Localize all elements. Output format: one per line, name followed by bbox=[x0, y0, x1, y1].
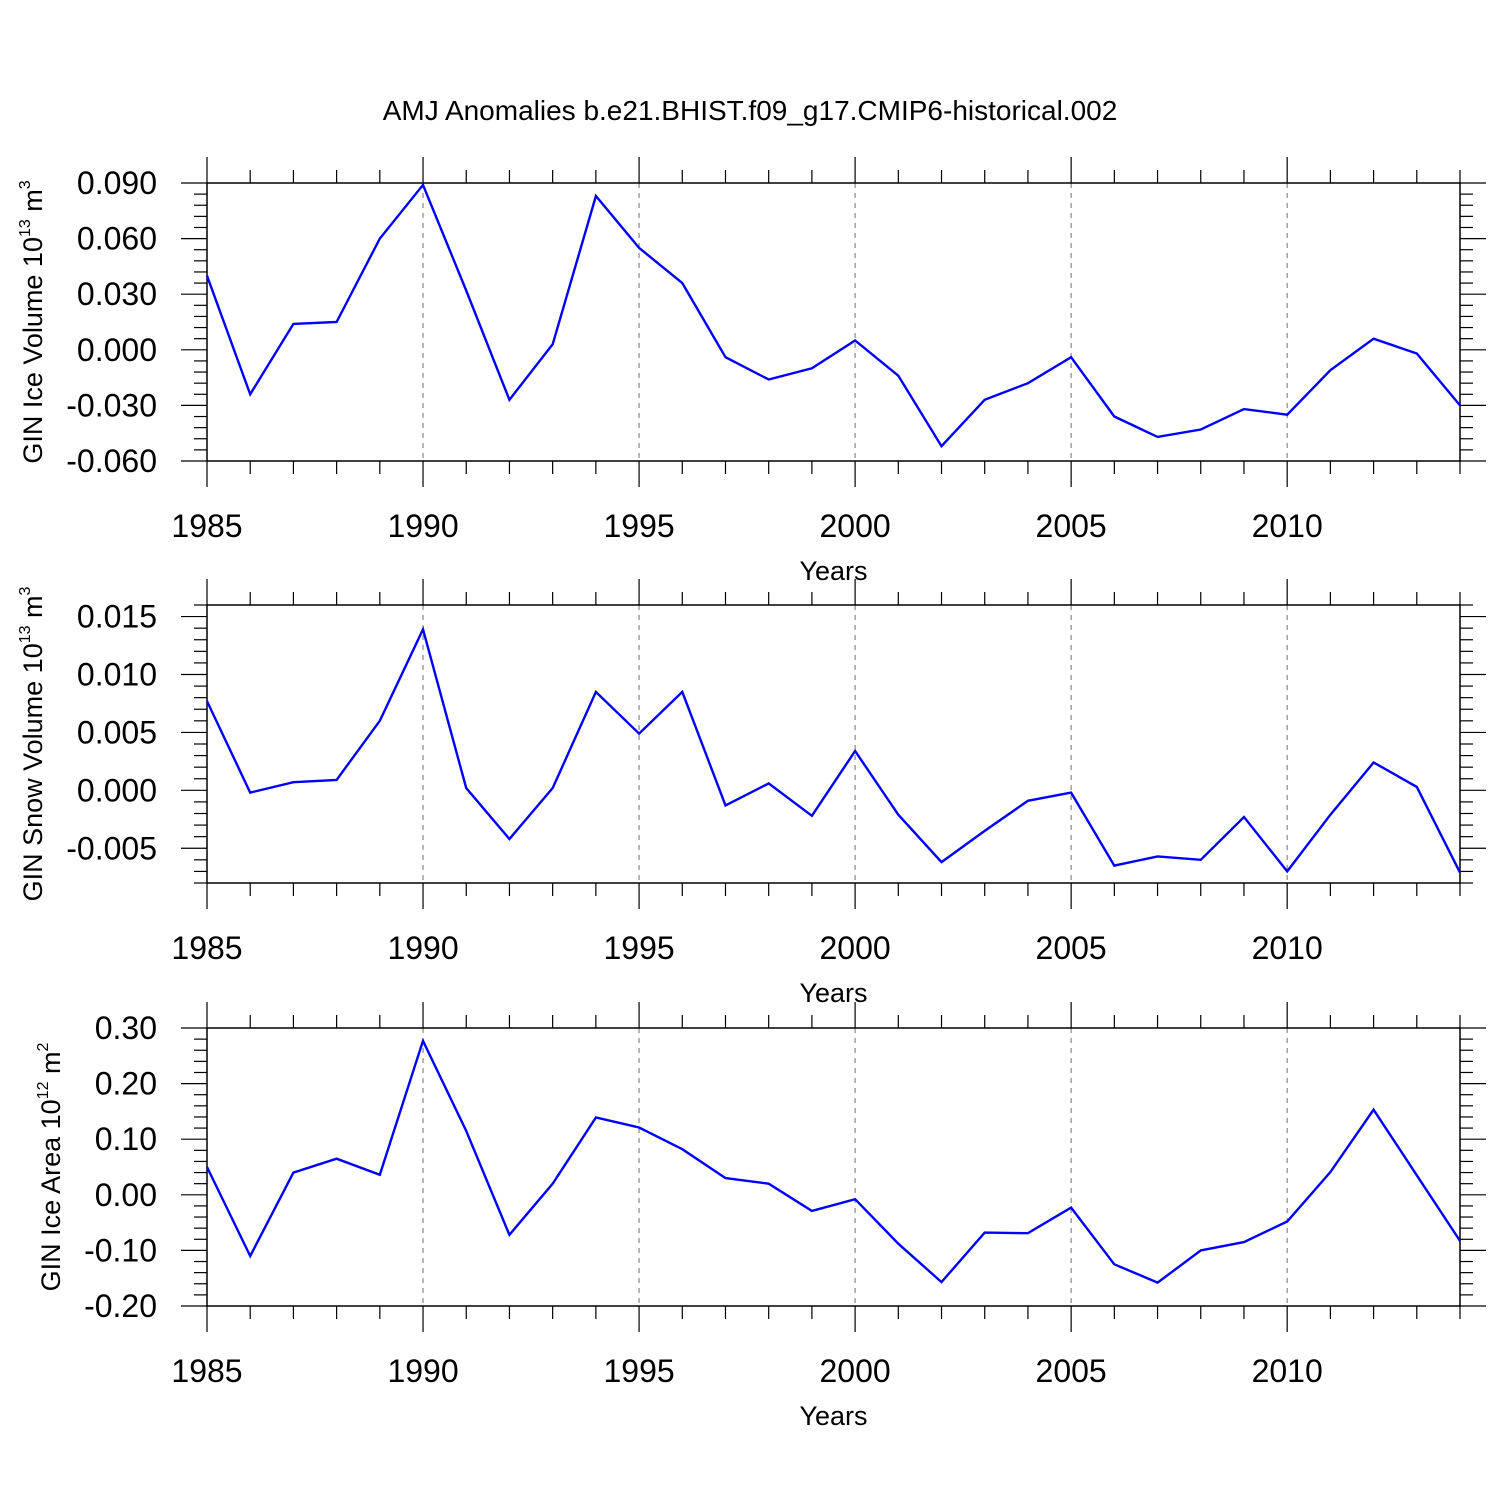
y-tick-label: 0.005 bbox=[77, 714, 157, 750]
x-axis-label: Years bbox=[799, 1401, 867, 1431]
x-axis-label: Years bbox=[799, 556, 867, 586]
y-axis-label: GIN Ice Area 1012 m2 bbox=[35, 1043, 66, 1292]
y-tick-label: -0.005 bbox=[66, 830, 157, 866]
figure-title: AMJ Anomalies b.e21.BHIST.f09_g17.CMIP6-… bbox=[383, 95, 1118, 126]
y-tick-label: 0.015 bbox=[77, 599, 157, 635]
x-tick-label: 1990 bbox=[387, 508, 458, 544]
x-tick-label: 1990 bbox=[387, 930, 458, 966]
x-tick-label: 1990 bbox=[387, 1353, 458, 1389]
y-axis-label: GIN Ice Volume 1013 m3 bbox=[17, 180, 48, 463]
y-tick-label: 0.000 bbox=[77, 772, 157, 808]
y-tick-label: 0.090 bbox=[77, 165, 157, 201]
series-line bbox=[205, 182, 1461, 449]
x-tick-label: 1985 bbox=[171, 930, 242, 966]
plot-frame bbox=[206, 604, 1461, 884]
y-tick-label: 0.060 bbox=[77, 221, 157, 257]
y-tick-label: 0.010 bbox=[77, 657, 157, 693]
x-axis-label: Years bbox=[799, 978, 867, 1008]
y-tick-label: -0.060 bbox=[66, 443, 157, 479]
x-tick-label: 1985 bbox=[171, 1353, 242, 1389]
x-tick-label: 2000 bbox=[820, 930, 891, 966]
x-tick-label: 1985 bbox=[171, 508, 242, 544]
plot-frame bbox=[206, 1027, 1461, 1307]
x-tick-label: 2005 bbox=[1036, 1353, 1107, 1389]
y-tick-label: 0.000 bbox=[77, 332, 157, 368]
x-tick-label: 2005 bbox=[1036, 930, 1107, 966]
x-tick-label: 2010 bbox=[1252, 508, 1323, 544]
plot-frame bbox=[206, 182, 1461, 462]
panel-3: 1985 1990 1995 2000 2005 2010 0.30 0.20 0.10 0.00… bbox=[35, 1002, 1486, 1431]
y-tick-label: 0.10 bbox=[95, 1121, 157, 1157]
x-tick-label: 2000 bbox=[820, 1353, 891, 1389]
y-tick-label: -0.030 bbox=[66, 387, 157, 423]
y-tick-label: -0.10 bbox=[84, 1232, 157, 1268]
x-tick-label: 1995 bbox=[603, 1353, 674, 1389]
x-tick-label: 2000 bbox=[820, 508, 891, 544]
panels: 1985 1990 1995 2000 2005 2010 0.090 0.060 0.030 0… bbox=[17, 157, 1486, 1431]
y-tick-label: 0.00 bbox=[95, 1177, 157, 1213]
x-tick-label: 2005 bbox=[1036, 508, 1107, 544]
x-tick-label: 1995 bbox=[603, 930, 674, 966]
x-tick-label: 2010 bbox=[1252, 930, 1323, 966]
y-tick-label: 0.20 bbox=[95, 1066, 157, 1102]
y-tick-label: -0.20 bbox=[84, 1288, 157, 1324]
panel-1: 1985 1990 1995 2000 2005 2010 0.090 0.060 0.030 0… bbox=[17, 157, 1486, 586]
series-line bbox=[205, 1037, 1462, 1284]
series-line bbox=[205, 625, 1462, 874]
y-tick-label: 0.030 bbox=[77, 276, 157, 312]
y-axis-label: GIN Snow Volume 1013 m3 bbox=[17, 586, 48, 901]
x-tick-label: 1995 bbox=[603, 508, 674, 544]
panel-2: 1985 1990 1995 2000 2005 2010 0.015 0.010 0.005 0… bbox=[17, 579, 1486, 1008]
x-tick-label: 2010 bbox=[1252, 1353, 1323, 1389]
y-tick-label: 0.30 bbox=[95, 1010, 157, 1046]
